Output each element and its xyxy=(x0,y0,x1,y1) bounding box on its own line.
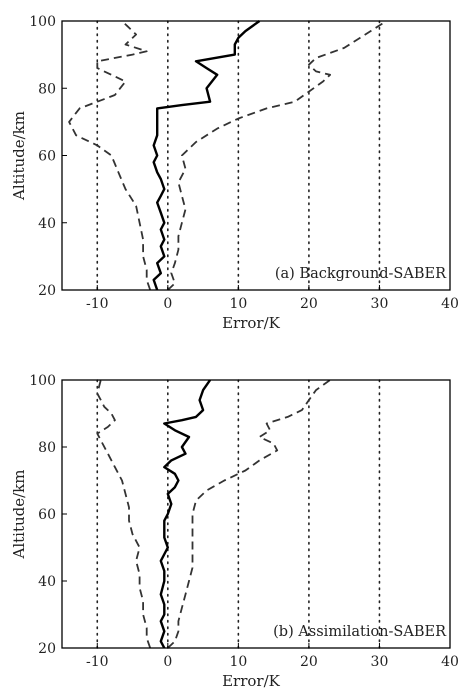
x-tick-label: 30 xyxy=(371,654,389,670)
panel-annotation: (a) Background-SABER xyxy=(275,266,447,282)
x-tick-label: -10 xyxy=(86,654,109,670)
y-tick-label: 100 xyxy=(29,14,56,30)
y-tick-label: 80 xyxy=(38,81,56,97)
series-line-dashed-1 xyxy=(96,379,152,649)
x-tick-label: 20 xyxy=(300,296,318,312)
y-tick-label: 40 xyxy=(38,216,56,232)
x-tick-label: 20 xyxy=(300,654,318,670)
series-line-dashed-2 xyxy=(167,379,331,649)
x-axis-title: Error/K xyxy=(222,672,281,690)
x-tick-label: 10 xyxy=(229,296,247,312)
series-line-dashed-2 xyxy=(167,20,387,291)
series-line-dashed-1 xyxy=(68,20,152,291)
y-tick-label: 100 xyxy=(29,373,56,389)
x-tick-label: 40 xyxy=(441,654,459,670)
y-tick-label: 20 xyxy=(38,641,56,657)
y-tick-label: 60 xyxy=(38,149,56,165)
y-tick-label: 60 xyxy=(38,507,56,523)
x-tick-label: 0 xyxy=(163,296,172,312)
x-tick-label: -10 xyxy=(86,296,109,312)
y-tick-label: 80 xyxy=(38,440,56,456)
plot-frame xyxy=(61,379,451,649)
y-axis-title: Altitude/km xyxy=(10,470,28,560)
x-tick-label: 10 xyxy=(229,654,247,670)
x-tick-label: 0 xyxy=(163,654,172,670)
series-line-solid-0 xyxy=(152,20,261,291)
x-tick-label: 40 xyxy=(441,296,459,312)
x-axis-title: Error/K xyxy=(222,314,281,332)
y-tick-label: 40 xyxy=(38,574,56,590)
y-axis-title: Altitude/km xyxy=(10,111,28,201)
chart-panel-b: -10 0 10 20 30 40 20 40 60 80 100 Error/K Altitude/k… xyxy=(10,373,459,690)
y-tick-label: 20 xyxy=(38,283,56,299)
chart-panel-a: -10 0 10 20 30 40 20 40 60 80 100 Error/K Altitude/k… xyxy=(10,14,459,332)
panel-annotation: (b) Assimilation-SABER xyxy=(273,624,447,640)
series-line-solid-0 xyxy=(159,379,212,649)
plot-frame xyxy=(61,20,451,291)
x-tick-label: 30 xyxy=(371,296,389,312)
